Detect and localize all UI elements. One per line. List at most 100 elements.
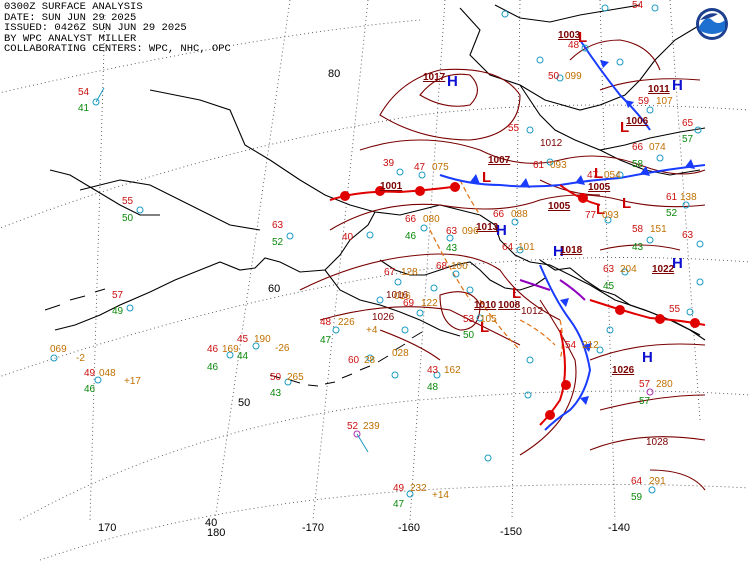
- station-dew: 47: [320, 335, 332, 346]
- high-1022-value: 1022: [652, 264, 675, 275]
- station-48-47: 48 226 47 +4: [320, 317, 378, 346]
- station-pressure: 162: [444, 365, 461, 376]
- lat-label-80: 80: [328, 68, 340, 80]
- station-77-093: 77 093: [585, 210, 619, 224]
- station-tendency: -2: [76, 353, 85, 364]
- station-temp: 54: [78, 87, 90, 98]
- high-1011-letter: H: [672, 77, 683, 94]
- high-1026-value: 1026: [612, 365, 635, 376]
- station-66-58: 66 074 58: [632, 142, 666, 170]
- lat-label-60: 60: [268, 283, 280, 295]
- low-1003-letter: L: [578, 29, 587, 46]
- station-tendency: +17: [124, 376, 141, 387]
- lon-label-180: 180: [207, 527, 225, 539]
- station-016: 016: [376, 291, 411, 304]
- station-59-107: 59 107: [638, 96, 673, 114]
- station-temp: 63: [446, 226, 458, 237]
- station-dew: 45: [603, 281, 615, 292]
- station-temp: 69: [403, 298, 415, 309]
- low-1010-value: 1010: [474, 300, 497, 311]
- station-temp: 39: [383, 158, 395, 169]
- station-dew: 43: [632, 242, 644, 253]
- station-temp: 64: [502, 242, 514, 253]
- station-54b: 54: [632, 0, 659, 12]
- station-temp: 52: [347, 421, 359, 432]
- low-1006-letter: L: [620, 119, 629, 136]
- station-temp: 48: [568, 40, 580, 51]
- station-pressure: 128: [401, 267, 418, 278]
- station-40: 40: [342, 231, 374, 243]
- station-57-57: 57 280 57: [639, 379, 673, 407]
- station-pressure: 093: [550, 160, 567, 171]
- isobars: [299, 39, 706, 491]
- station-dew: 50: [463, 330, 475, 341]
- header-title: 0300Z SURFACE ANALYSIS: [4, 1, 143, 13]
- station-pressure: 265: [287, 372, 304, 383]
- low-1008-letter: L: [480, 319, 489, 336]
- station-pressure: 100: [451, 261, 468, 272]
- station-67-128: 67 128: [384, 267, 418, 286]
- station-pressure: 28: [364, 355, 376, 366]
- station-069: 069 -2: [50, 344, 85, 364]
- station-63-43: 63 096 43: [446, 226, 479, 254]
- station-temp: 65: [682, 118, 694, 129]
- lon-label-m170: -170: [302, 522, 324, 534]
- station-temp: 46: [207, 344, 219, 355]
- isobar-label-1028: 1028: [646, 437, 669, 448]
- station-temp: 55: [122, 196, 134, 207]
- station-54-212: 54 212: [565, 340, 604, 354]
- station-49-47: 49 232 47 +14: [393, 483, 449, 510]
- low-1008-value: 1008: [498, 300, 521, 311]
- map-header: 0300Z SURFACE ANALYSIS DATE: SUN JUN 29 …: [4, 2, 231, 55]
- station-temp: 66: [405, 214, 417, 225]
- header-centers: COLLABORATING CENTERS: WPC, NHC, OPC: [4, 43, 231, 55]
- isobar-label-1012a: 1012: [540, 138, 563, 149]
- station-pressure: 048: [99, 368, 116, 379]
- station-dew: 46: [405, 231, 417, 242]
- station-dew: 49: [112, 306, 124, 317]
- station-plots: 54 41 55 50 57 49 069 -2 49 048: [50, 0, 704, 510]
- station-pressure: 291: [649, 476, 666, 487]
- low-1007-value: 1007: [488, 155, 511, 166]
- high-1026-letter: H: [642, 349, 653, 366]
- header-issued: ISSUED: 0426Z SUN JUN 29 2025: [4, 22, 187, 34]
- occluded-fronts: [519, 279, 586, 301]
- station-pressure: 212: [582, 340, 599, 351]
- station-63-45: 63 204 45: [603, 264, 637, 292]
- high-1017-value: 1017: [423, 72, 446, 83]
- isobar-label-1016: 1016: [386, 290, 409, 301]
- station-temp: 48: [320, 317, 332, 328]
- warm-fronts: [329, 182, 706, 426]
- station-temp: 64: [631, 476, 643, 487]
- station-pressure: 093: [602, 210, 619, 221]
- low-1010-letter: L: [512, 285, 521, 302]
- low-1007-letter: L: [482, 169, 491, 186]
- station-49-46: 49 048 46 +17: [84, 368, 141, 395]
- station-55b: 55: [669, 304, 694, 316]
- station-pressure: 075: [432, 162, 449, 173]
- high-1013-letter: H: [496, 222, 507, 239]
- station-dew: 43: [270, 388, 282, 399]
- low-1006-value: 1006: [626, 116, 649, 127]
- lon-label-m150: -150: [500, 526, 522, 538]
- station-pressure: 069: [50, 344, 67, 355]
- station-pressure: 028: [392, 348, 409, 359]
- station-pressure: 232: [410, 483, 427, 494]
- station-pressure: 074: [649, 142, 666, 153]
- station-temp: 47: [587, 170, 599, 181]
- aleutian-islands: [44, 288, 423, 387]
- warm-front-bumps: [340, 182, 700, 420]
- station-63-52: 63 52: [272, 220, 294, 248]
- station-temp: 63: [272, 220, 284, 231]
- low-1005b-letter: L: [596, 201, 605, 218]
- station-pressure: 096: [462, 226, 479, 237]
- station-47-075: 47 075: [414, 162, 449, 179]
- station-57-49: 57 49: [112, 290, 134, 317]
- station-69-122: 69 122: [403, 298, 438, 317]
- station-temp: 59: [638, 96, 650, 107]
- station-dew: 52: [272, 237, 284, 248]
- station-dew: 48: [427, 382, 439, 393]
- station-temp: 54: [632, 0, 644, 11]
